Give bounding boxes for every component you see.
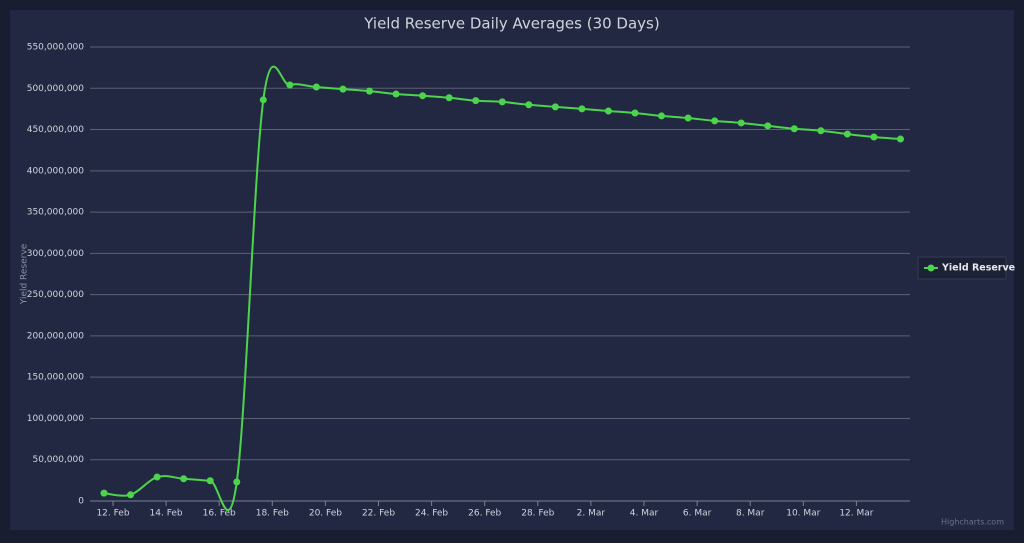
data-point xyxy=(684,114,692,122)
data-point xyxy=(817,127,825,135)
y-tick-label: 350,000,000 xyxy=(27,208,85,218)
x-tick-label: 4. Mar xyxy=(630,509,659,519)
data-point xyxy=(551,103,559,111)
y-tick-label: 300,000,000 xyxy=(27,249,85,259)
x-tick-label: 20. Feb xyxy=(309,509,342,519)
data-point xyxy=(127,491,135,499)
data-point xyxy=(180,475,188,483)
data-point xyxy=(392,90,400,98)
data-point xyxy=(312,83,320,91)
data-point xyxy=(631,109,639,117)
data-point xyxy=(259,96,267,104)
x-tick-label: 2. Mar xyxy=(577,509,606,519)
data-point xyxy=(366,87,373,95)
data-point xyxy=(737,119,745,127)
x-tick-label: 14. Feb xyxy=(150,509,183,519)
y-tick-label: 550,000,000 xyxy=(27,43,85,53)
x-tick-label: 12. Mar xyxy=(839,509,873,519)
x-tick-label: 26. Feb xyxy=(468,509,501,519)
chart-title: Yield Reserve Daily Averages (30 Days) xyxy=(363,15,659,33)
legend-label: Yield Reserve xyxy=(941,263,1015,274)
data-point xyxy=(790,125,798,133)
data-point xyxy=(286,81,294,89)
x-tick-label: 8. Mar xyxy=(736,509,765,519)
data-point xyxy=(206,477,214,485)
data-point xyxy=(472,97,480,105)
data-point xyxy=(870,133,878,141)
y-tick-label: 150,000,000 xyxy=(27,373,85,383)
data-point xyxy=(233,478,241,486)
data-point xyxy=(658,112,666,120)
data-point xyxy=(445,94,453,102)
y-tick-label: 450,000,000 xyxy=(27,125,85,135)
y-tick-label: 200,000,000 xyxy=(27,331,85,341)
data-point xyxy=(764,122,772,130)
x-tick-label: 22. Feb xyxy=(362,509,395,519)
x-tick-label: 10. Mar xyxy=(786,509,820,519)
y-tick-label: 50,000,000 xyxy=(32,455,84,465)
legend-swatch xyxy=(927,264,935,272)
data-point xyxy=(339,85,347,93)
legend-box xyxy=(917,256,1007,280)
y-tick-label: 500,000,000 xyxy=(27,84,85,94)
credit: Highcharts.com xyxy=(941,518,1004,527)
x-tick-label: 18. Feb xyxy=(256,509,289,519)
data-point xyxy=(843,130,851,138)
x-tick-label: 28. Feb xyxy=(521,509,554,519)
data-point xyxy=(897,135,904,143)
data-point xyxy=(711,117,719,125)
x-tick-label: 12. Feb xyxy=(96,509,129,519)
x-tick-label: 24. Feb xyxy=(415,509,448,519)
y-axis-title: Yield Reserve xyxy=(20,243,30,305)
data-point xyxy=(525,101,533,109)
y-tick-label: 100,000,000 xyxy=(27,414,85,424)
chart-panel xyxy=(10,10,1014,530)
data-point xyxy=(100,489,108,497)
x-tick-label: 16. Feb xyxy=(203,509,236,519)
y-tick-label: 250,000,000 xyxy=(27,290,85,300)
data-point xyxy=(578,105,586,113)
y-tick-label: 0 xyxy=(78,497,84,507)
data-point xyxy=(153,473,161,481)
y-tick-label: 400,000,000 xyxy=(27,166,85,176)
data-point xyxy=(604,107,612,115)
x-tick-label: 6. Mar xyxy=(683,509,712,519)
data-point xyxy=(419,92,427,100)
data-point xyxy=(498,98,506,106)
